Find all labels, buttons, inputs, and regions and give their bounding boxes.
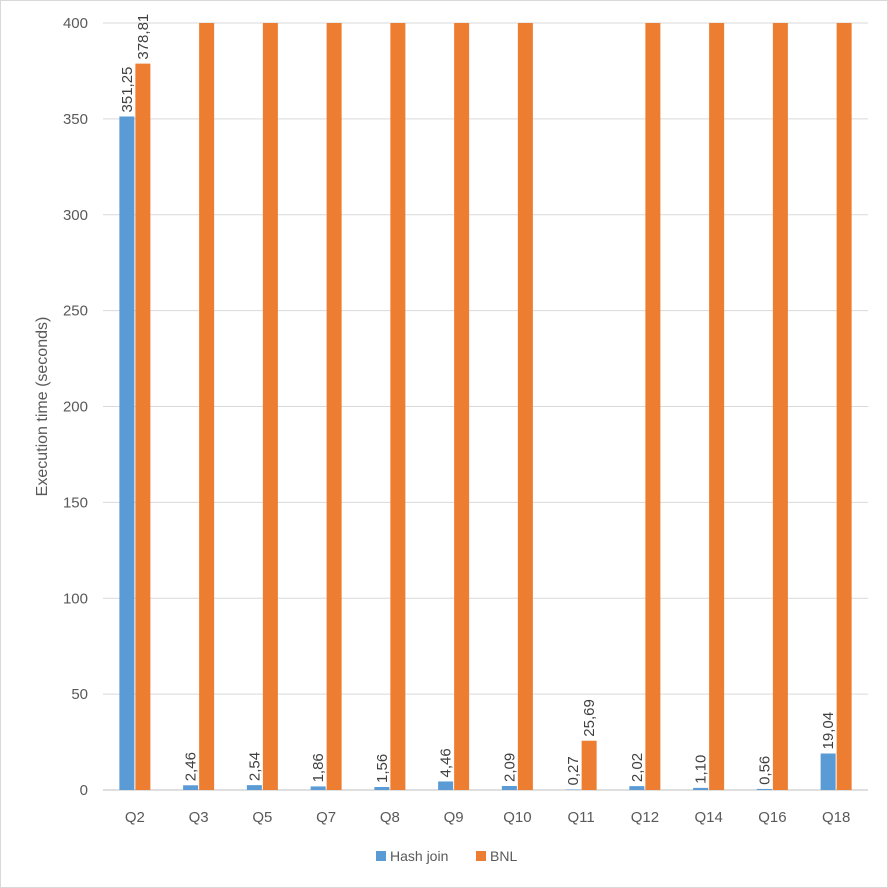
- data-label: 351,25: [119, 67, 136, 113]
- data-label: 1,10: [693, 755, 710, 784]
- bar-bnl-q16: [772, 23, 788, 790]
- data-label: 2,46: [183, 752, 200, 781]
- x-tick-label: Q11: [568, 809, 595, 826]
- legend: Hash join BNL: [376, 848, 517, 864]
- data-labels: 351,25 378,81 2,46 2,54 1,86 1,56 4,46 2,09 0,27…: [119, 14, 837, 786]
- bar-hash-join-q9: [438, 781, 454, 790]
- x-tick-label: Q10: [503, 809, 531, 826]
- y-tick-label: 50: [71, 686, 88, 703]
- bar-hash-join-q18: [820, 753, 836, 790]
- bar-hash-join-q5: [246, 785, 262, 790]
- bar-bnl-q8: [390, 23, 406, 790]
- data-label: 0,27: [565, 756, 582, 785]
- y-tick-label: 200: [63, 399, 88, 416]
- x-tick-label: Q14: [694, 809, 722, 826]
- data-label: 378,81: [135, 14, 152, 60]
- bar-bnl-q9: [454, 23, 470, 790]
- y-tick-label: 300: [63, 207, 88, 224]
- bar-bnl-q5: [262, 23, 278, 790]
- legend-label: BNL: [490, 848, 517, 864]
- x-tick-label: Q16: [758, 809, 786, 826]
- bar-bnl-q3: [199, 23, 215, 790]
- bar-hash-join-q8: [374, 787, 390, 790]
- y-tick-label: 350: [63, 111, 88, 128]
- bar-bnl-q7: [326, 23, 342, 790]
- bar-bnl-q2: [135, 63, 151, 790]
- gridlines: [103, 22, 868, 791]
- bar-hash-join-q2: [119, 116, 135, 790]
- bar-hash-join-q11: [565, 789, 581, 790]
- data-label: 1,56: [374, 754, 391, 783]
- y-tick-label: 400: [63, 15, 88, 32]
- y-tick-label: 150: [63, 494, 88, 511]
- bar-bnl-q18: [836, 23, 852, 790]
- x-tick-label: Q9: [444, 809, 464, 826]
- y-tick-label: 100: [63, 590, 88, 607]
- bar-bnl-q12: [645, 23, 661, 790]
- x-tick-label: Q2: [125, 809, 145, 826]
- legend-swatch-bnl: [476, 851, 486, 861]
- data-label: 1,86: [310, 753, 327, 782]
- bar-hash-join-q3: [183, 785, 199, 790]
- bar-hash-join-q12: [629, 786, 645, 790]
- x-tick-label: Q3: [189, 809, 209, 826]
- data-label: 2,54: [246, 752, 263, 781]
- bar-hash-join-q10: [501, 785, 517, 790]
- data-label: 2,02: [629, 753, 646, 782]
- x-axis-ticks: Q2 Q3 Q5 Q7 Q8 Q9 Q10 Q11 Q12 Q14 Q16 Q18: [125, 809, 850, 826]
- x-tick-label: Q18: [822, 809, 850, 826]
- data-label: 0,56: [756, 756, 773, 785]
- x-tick-label: Q8: [380, 809, 400, 826]
- y-axis-ticks: 0 50 100 150 200 250 300 350 400: [63, 15, 88, 799]
- bar-hash-join-q14: [693, 787, 709, 790]
- data-label: 25,69: [581, 699, 598, 737]
- x-tick-label: Q12: [631, 809, 659, 826]
- bar-bnl-q11: [581, 740, 597, 790]
- bar-hash-join-q7: [310, 786, 326, 790]
- bar-bnl-q10: [517, 23, 533, 790]
- y-tick-label: 250: [63, 303, 88, 320]
- data-label: 19,04: [820, 712, 837, 750]
- bar-bnl-q14: [709, 23, 725, 790]
- y-tick-label: 0: [80, 782, 88, 799]
- y-axis-label: Execution time (seconds): [34, 317, 51, 497]
- legend-swatch-hash-join: [376, 851, 386, 861]
- x-tick-label: Q7: [316, 809, 336, 826]
- data-label: 4,46: [438, 748, 455, 777]
- legend-label: Hash join: [390, 848, 448, 864]
- bars: [119, 23, 852, 790]
- x-tick-label: Q5: [252, 809, 272, 826]
- data-label: 2,09: [501, 753, 518, 782]
- bar-hash-join-q16: [756, 788, 772, 790]
